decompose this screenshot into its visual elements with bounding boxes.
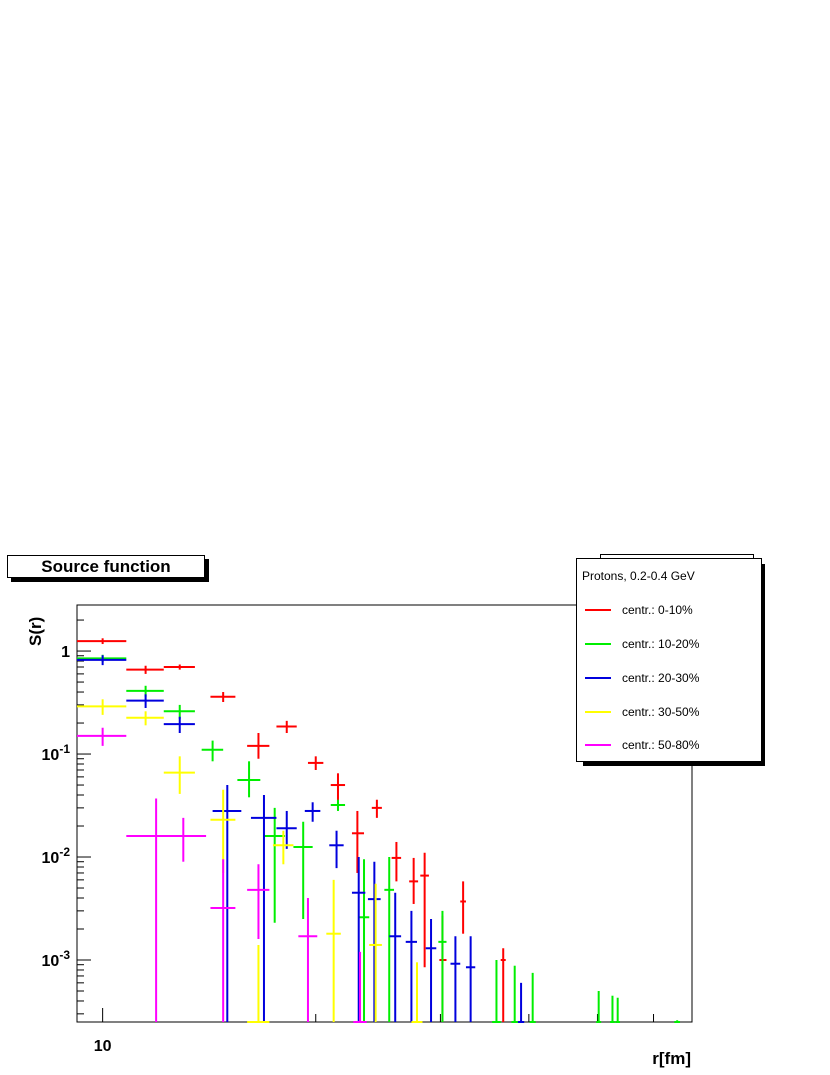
chart-title: Source function [7,555,205,578]
x-axis-label: r[fm] [652,1049,691,1068]
data-point [500,948,506,1022]
data-point [77,638,127,645]
data-point [158,817,207,862]
data-point [210,859,236,1022]
data-point [263,807,286,923]
data-point [276,720,297,734]
legend-label-1: centr.: 10-20% [622,637,700,651]
data-point [391,841,402,882]
legend-swatch-3 [585,711,611,713]
legend-entry-3: centr.: 30-50% [585,705,699,719]
data-point [353,951,367,1023]
legend-swatch-0 [585,609,611,611]
data-point [330,799,346,811]
legend-label-3: centr.: 30-50% [622,705,700,719]
data-point [596,990,602,1023]
legend-swatch-2 [585,677,611,679]
data-point [77,727,127,746]
data-point [201,740,224,762]
data-point [425,919,437,1022]
data-point [326,879,341,1022]
legend-swatch-4 [585,744,611,746]
data-point [163,704,195,719]
y-tick-label: 10-2 [42,845,71,867]
data-point [163,716,195,734]
data-point [351,810,365,873]
data-point [389,892,402,1022]
data-point [367,861,381,1022]
data-point [511,965,518,1023]
y-axis-label: S(r) [26,617,45,646]
y-tick-label: 10-1 [42,742,71,764]
data-point [307,756,324,770]
data-point [77,655,127,666]
data-point [674,1020,681,1023]
data-point [163,756,195,794]
legend: Protons, 0.2-0.4 GeV centr.: 0-10% centr… [576,558,762,762]
series-2 [77,655,525,1023]
data-point [298,897,318,1022]
data-point [371,799,382,818]
y-tick-label: 10-3 [42,948,71,970]
data-point [272,830,294,865]
data-point [247,733,270,759]
legend-label-4: centr.: 50-80% [622,738,700,752]
data-point [293,821,313,920]
data-point [409,857,419,904]
data-point [304,802,321,822]
data-point [126,694,164,708]
data-point [492,959,501,1023]
data-point [384,857,395,1022]
legend-entry-2: centr.: 20-30% [585,671,699,685]
data-point [351,857,366,1022]
data-point [460,881,466,934]
data-point [210,789,236,873]
data-point [126,798,184,1022]
data-point [329,830,344,869]
data-point [126,711,164,726]
data-point [237,761,261,798]
data-point [77,699,127,715]
series-3 [77,699,423,1023]
data-point [438,910,447,1022]
data-point [411,962,423,1023]
legend-entry-1: centr.: 10-20% [585,637,699,651]
x-tick-label: 10 [94,1038,112,1055]
data-point [250,795,277,1022]
data-point [450,936,461,1022]
series-4 [77,727,367,1023]
data-point [465,936,476,1022]
data-point [615,997,620,1023]
data-point [247,944,270,1023]
legend-label-2: centr.: 20-30% [622,671,700,685]
data-point [369,883,382,1022]
data-point [358,859,370,1022]
plot-frame [76,604,693,1023]
series-0 [77,638,506,1022]
data-point [276,810,297,849]
data-point [163,664,195,670]
data-point [405,910,417,1022]
data-point [210,692,236,703]
data-point [212,785,242,1022]
data-point [330,773,346,801]
legend-label-0: centr.: 0-10% [622,603,693,617]
data-point [126,665,164,674]
legend-swatch-1 [585,643,611,645]
legend-entry-4: centr.: 50-80% [585,738,699,752]
data-point [517,982,525,1023]
data-point [610,995,615,1023]
legend-entry-0: centr.: 0-10% [585,603,693,617]
data-point [529,972,536,1023]
data-point [420,852,429,968]
legend-title: Protons, 0.2-0.4 GeV [582,569,695,583]
data-point [247,864,270,939]
y-tick-label: 1 [61,644,70,661]
